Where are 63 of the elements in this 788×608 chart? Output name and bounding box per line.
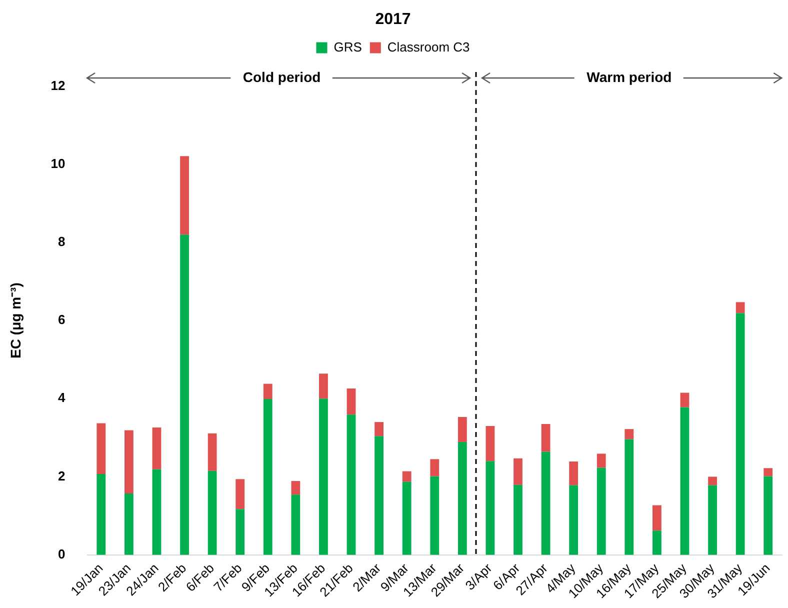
bar: [708, 485, 717, 555]
bar: [152, 428, 162, 470]
bar: [96, 423, 106, 474]
y-tick-label: 10: [50, 156, 66, 171]
bar: [180, 234, 189, 555]
bar: [430, 476, 440, 555]
bar: [374, 422, 384, 436]
y-tick-label: 6: [58, 312, 66, 328]
bar: [736, 313, 745, 555]
bar: [764, 468, 773, 476]
bar: [208, 433, 217, 471]
bar: [569, 461, 578, 486]
bar: [319, 374, 328, 399]
bar: [263, 399, 272, 555]
bar: [346, 414, 356, 555]
bar: [624, 429, 634, 440]
bar: [346, 388, 356, 415]
bar: [236, 479, 245, 510]
bar: [708, 476, 717, 486]
legend-label: GRS: [334, 39, 362, 54]
bar: [208, 470, 217, 555]
bar: [486, 461, 495, 555]
chart-title: 2017: [375, 11, 411, 28]
y-tick-label: 2: [58, 468, 66, 484]
text: Warm period: [586, 69, 672, 86]
bar: [652, 530, 662, 555]
bar: [263, 384, 272, 400]
bar: [514, 458, 522, 485]
bar: [596, 454, 606, 468]
bar: [736, 302, 745, 314]
bar: [430, 459, 440, 476]
bar: [374, 436, 384, 555]
bar: [236, 509, 245, 555]
bar: [124, 430, 134, 494]
bar: [319, 398, 328, 555]
bar: [541, 424, 550, 452]
y-tick-label: 4: [58, 390, 66, 406]
bar: [764, 476, 773, 555]
bar: [124, 494, 134, 555]
y-tick-label: 8: [58, 234, 66, 249]
bar: [486, 426, 495, 462]
text: Cold period: [242, 69, 321, 86]
bar: [402, 482, 412, 555]
bar: [569, 485, 578, 555]
bar: [624, 439, 634, 555]
bar: [596, 468, 606, 555]
bar: [402, 471, 412, 482]
legend-label: Classroom C3: [387, 39, 470, 54]
bar: [458, 416, 467, 442]
bar: [291, 481, 300, 495]
y-tick-label: 0: [58, 546, 66, 562]
bar: [680, 392, 690, 408]
bar: [152, 469, 162, 555]
bar: [96, 474, 106, 555]
bar: [680, 407, 690, 555]
bar: [652, 505, 662, 531]
bar: [291, 494, 300, 555]
y-axis-title: EC (μg m⁻³): [7, 282, 24, 358]
bar: [180, 156, 189, 235]
bar: [541, 452, 550, 555]
y-tick-label: 12: [50, 78, 66, 93]
bar: [514, 484, 522, 555]
bar: [458, 442, 467, 555]
